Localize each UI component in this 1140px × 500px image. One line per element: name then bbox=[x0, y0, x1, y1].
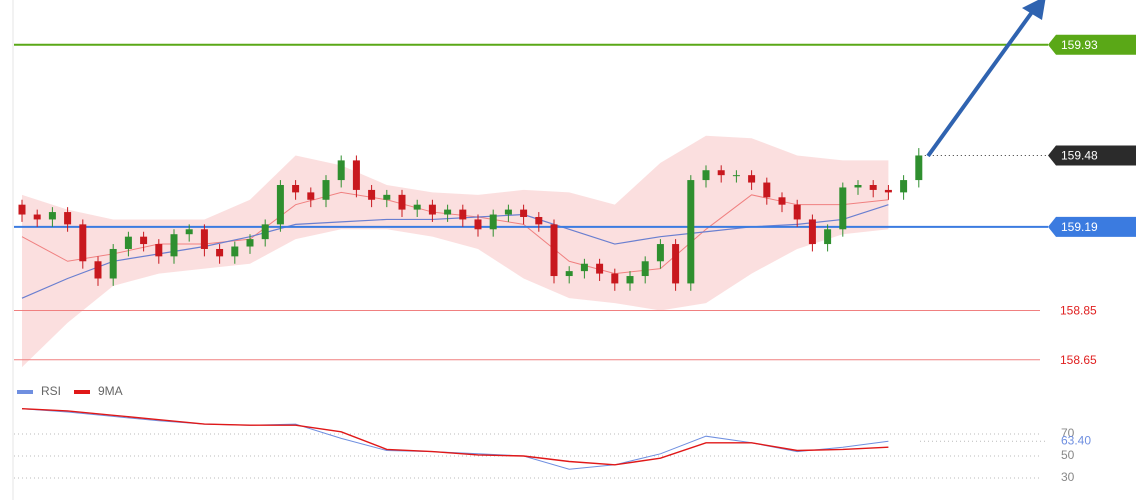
rsi-layer: 30 50 70 RSI 9MA 63.40 bbox=[14, 384, 1091, 484]
candle-body bbox=[383, 194, 391, 200]
candle-body bbox=[398, 194, 406, 210]
candle-body bbox=[474, 219, 482, 230]
candle-body bbox=[307, 192, 315, 200]
level-label: 158.65 bbox=[1060, 353, 1097, 367]
level-label: 159.19 bbox=[1061, 220, 1098, 234]
candle-body bbox=[276, 185, 284, 225]
candle-body bbox=[611, 273, 619, 284]
level-tag bbox=[1048, 216, 1136, 237]
candle-body bbox=[292, 185, 300, 193]
candle-body bbox=[869, 185, 877, 190]
candle-body bbox=[64, 212, 72, 225]
rsi-tick-label: 50 bbox=[1061, 448, 1075, 462]
legend-label: 9MA bbox=[98, 384, 123, 398]
level-label: 159.93 bbox=[1061, 38, 1098, 52]
candle-body bbox=[702, 170, 710, 181]
candle-body bbox=[778, 197, 786, 205]
candle-body bbox=[124, 236, 132, 249]
candle-body bbox=[504, 209, 512, 215]
ma-fast-line bbox=[21, 191, 889, 275]
candle-body bbox=[155, 244, 163, 257]
candle-body bbox=[687, 180, 695, 284]
legend-label: RSI bbox=[41, 384, 61, 398]
candle-body bbox=[18, 204, 26, 215]
candle-body bbox=[520, 209, 528, 217]
arrow-shaft bbox=[926, 6, 1037, 158]
candle-body bbox=[94, 261, 102, 279]
candle-body bbox=[489, 214, 497, 230]
candle-body bbox=[170, 234, 178, 257]
rsi-last-label: 63.40 bbox=[1061, 433, 1091, 447]
candle-body bbox=[33, 214, 41, 220]
candle-body bbox=[839, 187, 847, 230]
candle-body bbox=[732, 175, 740, 177]
candle-body bbox=[322, 180, 330, 200]
candle-body bbox=[444, 209, 452, 215]
candle-body bbox=[337, 160, 345, 181]
candle-body bbox=[672, 244, 680, 284]
candle-body bbox=[352, 160, 360, 190]
candle-body bbox=[246, 239, 254, 247]
candle-body bbox=[596, 263, 604, 274]
price-layer: 159.93 159.19 158.85 158.65 159.48 bbox=[14, 34, 1136, 367]
candle-body bbox=[109, 248, 117, 279]
candle-body bbox=[48, 212, 56, 220]
candle-body bbox=[626, 276, 634, 284]
candle-body bbox=[535, 216, 543, 225]
candle-body bbox=[717, 170, 725, 176]
candle-body bbox=[824, 229, 832, 245]
last-price-label: 159.48 bbox=[1061, 149, 1098, 163]
candle-body bbox=[763, 182, 771, 198]
candle-body bbox=[793, 204, 801, 220]
candle-body bbox=[368, 189, 376, 200]
candle-body bbox=[413, 204, 421, 210]
candle-body bbox=[459, 209, 467, 220]
candle-body bbox=[748, 175, 756, 183]
projection-arrow bbox=[926, 0, 1046, 158]
candle-body bbox=[428, 204, 436, 215]
candle-body bbox=[808, 219, 816, 245]
candle-body bbox=[550, 224, 558, 277]
candle-body bbox=[656, 244, 664, 262]
level-label: 158.85 bbox=[1060, 304, 1097, 318]
candle-body bbox=[854, 185, 862, 188]
candle-body bbox=[140, 236, 148, 245]
candle-body bbox=[79, 224, 87, 262]
bollinger-band bbox=[22, 135, 889, 368]
candle-body bbox=[580, 263, 588, 272]
candle-body bbox=[641, 261, 649, 277]
candle-body bbox=[915, 155, 923, 181]
candle-body bbox=[261, 224, 269, 240]
rsi-tick-label: 30 bbox=[1061, 470, 1075, 484]
arrow-head bbox=[1022, 0, 1046, 20]
rsi-tick-label: 70 bbox=[1061, 426, 1075, 440]
candle-body bbox=[900, 180, 908, 193]
candle-body bbox=[185, 229, 193, 235]
level-tag bbox=[1048, 34, 1136, 55]
candle-body bbox=[231, 246, 239, 257]
rsi-line bbox=[21, 408, 889, 466]
candle-body bbox=[884, 189, 892, 193]
candle-body bbox=[216, 248, 224, 257]
candle-body bbox=[565, 271, 573, 277]
candle-body bbox=[200, 229, 208, 249]
last-price-tag bbox=[1048, 145, 1136, 166]
